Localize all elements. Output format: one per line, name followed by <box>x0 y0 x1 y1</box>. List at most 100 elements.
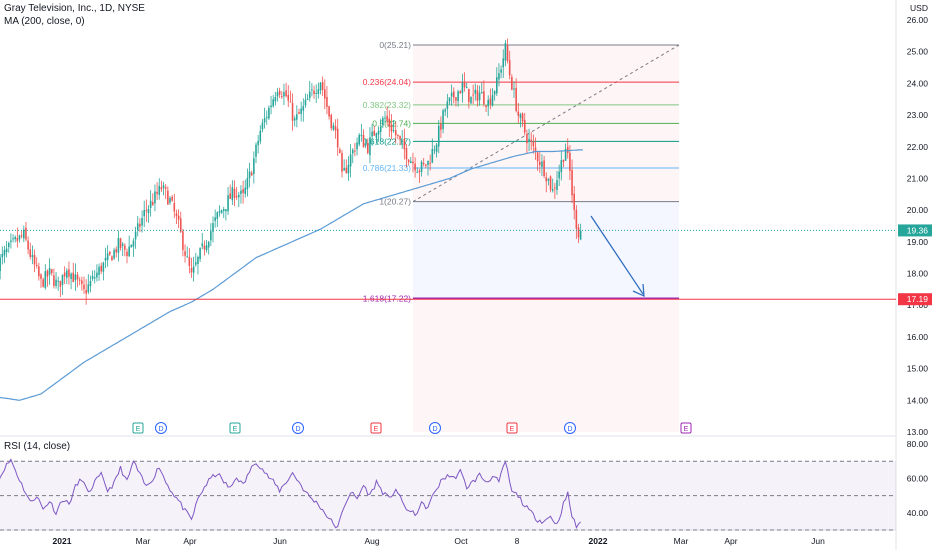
price-tick-label: 24.00 <box>907 78 929 88</box>
candle-body <box>126 251 128 257</box>
fib-level-label: 0.236(24.04) <box>363 77 411 87</box>
rsi-legend: RSI (14, close) <box>4 441 71 452</box>
candle-body <box>195 262 197 265</box>
candle-body <box>541 161 543 167</box>
price-tick-label: 25.00 <box>907 47 929 57</box>
candle-body <box>369 137 371 156</box>
candle-body <box>440 123 442 130</box>
candle-body <box>197 256 199 265</box>
candle-body <box>48 268 51 275</box>
candle-body <box>162 185 165 188</box>
candle-body <box>577 227 580 238</box>
candle-body <box>134 231 137 240</box>
candle-body <box>31 255 34 258</box>
price-tick-label: 14.00 <box>907 395 929 405</box>
event-marker-label: D <box>432 426 437 433</box>
fib-level-label: 1.618(17.22) <box>363 293 411 303</box>
fib-level-label: 0.786(21.33) <box>363 163 411 173</box>
candle-body <box>145 210 148 212</box>
candle-body <box>199 248 201 260</box>
time-tick-label: Aug <box>364 536 379 546</box>
candle-body <box>248 171 251 179</box>
candle-body <box>547 178 550 181</box>
forecast-arrow-head <box>632 283 645 298</box>
candle-body <box>528 138 530 142</box>
candle-body <box>16 238 19 242</box>
candle-body <box>40 274 42 279</box>
candle-body <box>124 245 126 250</box>
price-tick-label: 19.00 <box>907 237 929 247</box>
candle-body <box>433 149 436 151</box>
candle-body <box>517 111 520 116</box>
candle-body <box>89 280 92 287</box>
candle-body <box>480 92 483 94</box>
candle-body <box>453 91 455 98</box>
candle-body <box>119 238 122 249</box>
candle-body <box>407 159 410 163</box>
candle-body <box>158 185 161 195</box>
candle-body <box>300 108 302 114</box>
candle-body <box>268 107 270 119</box>
candle-body <box>261 122 264 130</box>
candle-body <box>384 117 386 119</box>
candle-body <box>23 229 25 239</box>
earnings-marker <box>370 422 382 434</box>
fib-level-label: 1(20.27) <box>379 197 411 207</box>
candle-body <box>429 162 431 164</box>
candle-body <box>367 143 369 153</box>
candle-body <box>401 140 403 142</box>
event-marker-label: E <box>684 426 689 433</box>
candle-body <box>293 118 296 121</box>
support-price-badge-bg <box>898 293 932 306</box>
candle-body <box>354 150 356 152</box>
candle-body <box>78 279 81 281</box>
candle-body <box>377 130 380 135</box>
event-marker-label: E <box>136 426 141 433</box>
time-tick-label: Apr <box>724 536 737 546</box>
candle-body <box>375 133 378 138</box>
candle-body <box>483 91 485 105</box>
candle-body <box>330 114 333 129</box>
candle-body <box>63 272 66 277</box>
time-tick-label: Jun <box>273 536 287 546</box>
candle-body <box>121 243 124 246</box>
candle-body <box>298 112 300 114</box>
candle-body <box>351 149 354 154</box>
candle-body <box>573 193 575 210</box>
candle-body <box>175 213 178 217</box>
event-marker-label: E <box>233 426 238 433</box>
candle-body <box>390 124 393 132</box>
candle-body <box>560 160 563 173</box>
candle-body <box>386 115 388 121</box>
candle-body <box>448 97 451 102</box>
candle-body <box>5 248 8 253</box>
candle-body <box>182 231 184 250</box>
candle-body <box>485 105 487 108</box>
candle-body <box>474 89 477 94</box>
candle-body <box>556 180 558 191</box>
candle-body <box>109 251 111 255</box>
candle-body <box>347 164 350 174</box>
candle-body <box>281 96 283 98</box>
candle-body <box>139 223 141 227</box>
candle-body <box>220 210 223 214</box>
candle-body <box>508 60 511 76</box>
candle-body <box>511 76 513 90</box>
candle-body <box>270 105 272 108</box>
candle-body <box>414 163 416 171</box>
candle-body <box>442 110 444 129</box>
candle-body <box>373 130 376 136</box>
candle-body <box>566 146 569 153</box>
candle-body <box>143 210 145 217</box>
candle-body <box>238 194 240 198</box>
candle-body <box>416 171 419 173</box>
event-marker-label: E <box>510 426 515 433</box>
candle-body <box>68 269 70 277</box>
candle-body <box>171 196 173 201</box>
time-tick-label: 2021 <box>53 536 72 546</box>
price-tick-label: 21.00 <box>907 173 929 183</box>
